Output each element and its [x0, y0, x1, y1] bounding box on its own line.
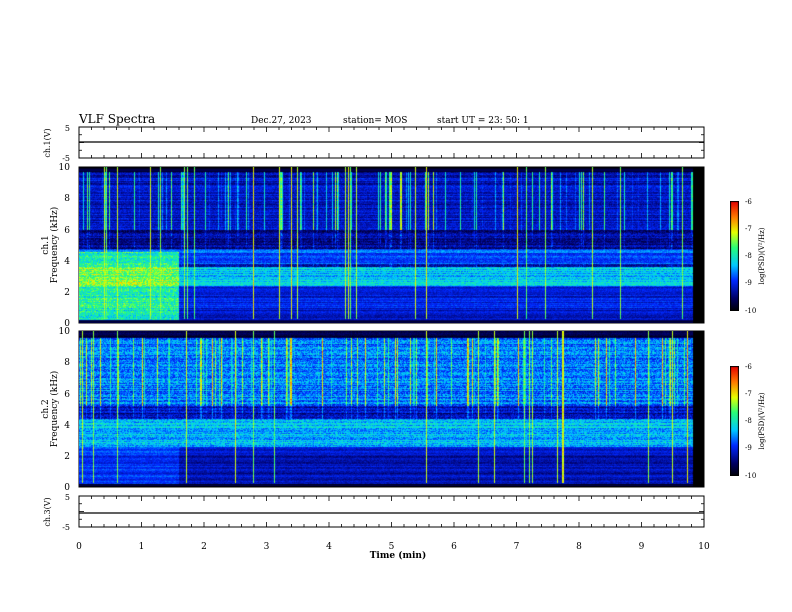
colorbar-1 — [730, 201, 739, 311]
ch2-tick-0: 0 — [64, 483, 70, 493]
colorbar-1-tick: -9 — [745, 279, 752, 287]
x-tick-label: 9 — [639, 542, 645, 552]
header-station: station= MOS — [343, 116, 407, 126]
ch2-tick-2: 2 — [64, 452, 70, 462]
ch1-tick-0: 0 — [64, 319, 70, 329]
ch1-tick-6: 6 — [64, 226, 70, 236]
ch1-voltage-panel: 5 -5 ch.1(V) — [43, 124, 705, 163]
ch1-label-frequency: Frequency (kHz) — [49, 207, 60, 284]
x-tick-label: 6 — [451, 542, 457, 552]
ch3v-label: ch.3(V) — [43, 497, 52, 526]
ch2-tick-10: 10 — [59, 327, 71, 337]
ch2-tick-4: 4 — [64, 421, 70, 431]
colorbar-1-labels: -6 -7 -8 -9 -10 log(PSD)(V²/Hz) — [745, 198, 766, 315]
time-axis-label: Time (min) — [370, 550, 427, 561]
header-start-time: start UT = 23: 50: 1 — [437, 116, 529, 126]
x-tick-label: 0 — [76, 542, 82, 552]
x-tick-label: 5 — [389, 542, 395, 552]
ch1-tick-4: 4 — [64, 257, 70, 267]
x-tick-label: 3 — [264, 542, 270, 552]
colorbar-2-tick: -6 — [745, 363, 752, 371]
x-tick-label: 10 — [698, 542, 710, 552]
colorbar-2-label: log(PSD)(V²/Hz) — [758, 392, 766, 449]
colorbar-2-tick: -10 — [745, 472, 756, 480]
colorbar-2 — [730, 366, 739, 476]
ch1-tick-8: 8 — [64, 194, 70, 204]
ch2-tick-6: 6 — [64, 390, 70, 400]
ch1-label-channel: ch.1 — [41, 235, 51, 254]
colorbar-2-labels: -6 -7 -8 -9 -10 log(PSD)(V²/Hz) — [745, 363, 766, 480]
header-date: Dec.27, 2023 — [251, 116, 312, 126]
ch3v-tick-top: 5 — [65, 493, 70, 502]
colorbar-1-tick: -8 — [745, 252, 752, 260]
ch3-voltage-panel: 5 -5 ch.3(V) — [43, 493, 705, 532]
colorbar-1-tick: -7 — [745, 225, 752, 233]
ch1v-label: ch.1(V) — [43, 128, 52, 157]
colorbar-1-tick: -10 — [745, 307, 756, 315]
ch3v-tick-bottom: -5 — [62, 523, 70, 532]
x-tick-label: 2 — [201, 542, 207, 552]
ch2-label-frequency: Frequency (kHz) — [49, 371, 60, 448]
x-tick-label: 4 — [326, 542, 332, 552]
ch1-spectrogram — [79, 167, 704, 323]
ch2-spectrogram — [79, 331, 704, 487]
figure-title: VLF Spectra — [78, 112, 155, 126]
colorbar-2-tick: -8 — [745, 417, 752, 425]
ch1-tick-10: 10 — [59, 163, 71, 173]
x-tick-label: 1 — [139, 542, 145, 552]
colorbar-1-label: log(PSD)(V²/Hz) — [758, 227, 766, 284]
ch1-tick-2: 2 — [64, 288, 70, 298]
x-tick-label: 8 — [576, 542, 582, 552]
x-tick-label: 7 — [514, 542, 520, 552]
ch2-tick-8: 8 — [64, 358, 70, 368]
ch2-label-channel: ch.2 — [41, 399, 51, 418]
colorbar-2-tick: -9 — [745, 444, 752, 452]
time-axis: Time (min) 0 1 2 3 4 5 6 7 8 9 10 — [76, 542, 710, 561]
colorbar-1-tick: -6 — [745, 198, 752, 206]
ch1v-tick-top: 5 — [65, 124, 70, 133]
ch1v-tick-bottom: -5 — [62, 154, 70, 163]
colorbar-2-tick: -7 — [745, 390, 752, 398]
